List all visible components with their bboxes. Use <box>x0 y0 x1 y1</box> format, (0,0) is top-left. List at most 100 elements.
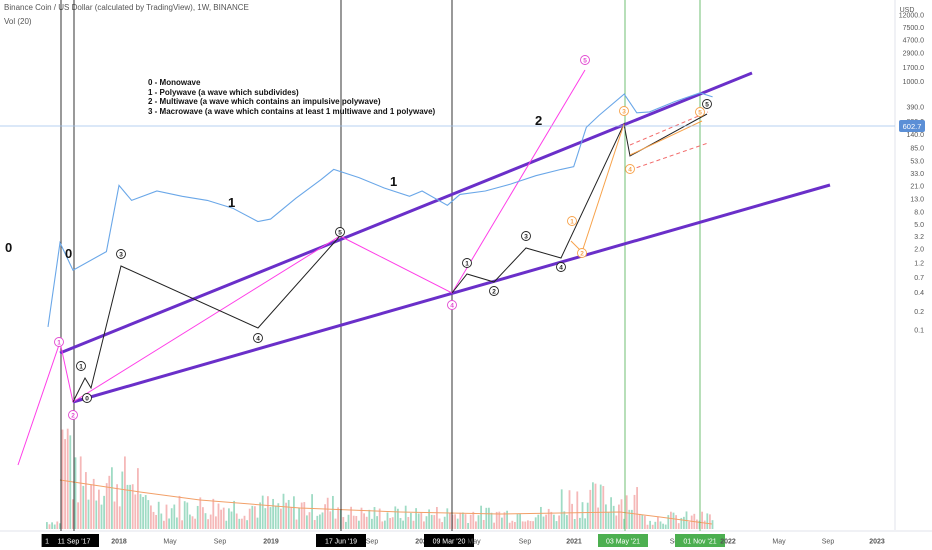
wave-marker: 4 <box>253 333 263 343</box>
volume-bar <box>272 498 274 529</box>
volume-bar <box>623 518 625 529</box>
svg-text:1: 1 <box>57 340 61 347</box>
volume-bar <box>615 515 618 529</box>
volume-bar <box>48 524 51 529</box>
wave-marker: 5 <box>702 99 712 109</box>
volume-bar <box>451 514 454 529</box>
volume-bar <box>555 521 558 529</box>
volume-bar <box>636 487 638 529</box>
wave-marker: 3 <box>521 231 531 241</box>
price-axis-tick-label: 8.0 <box>914 209 924 216</box>
volume-bar <box>342 517 345 529</box>
volume-bar <box>381 521 384 529</box>
time-axis-marker-label: 09 Mar '20 <box>433 539 466 546</box>
time-axis-marker-label: 17 Jun '19 <box>325 539 357 546</box>
volume-bar <box>514 521 516 529</box>
volume-bar <box>345 521 347 529</box>
volume-bar <box>631 509 633 529</box>
price-axis-tick-label: 1700.0 <box>903 65 925 72</box>
volume-bar <box>376 516 378 529</box>
volume-bar <box>407 516 410 529</box>
volume-bar <box>118 506 121 529</box>
time-axis-tick-label: May <box>163 539 177 546</box>
wave-degree-label-e: 2 <box>535 113 543 128</box>
volume-bar <box>51 522 53 529</box>
volume-bar <box>597 507 599 529</box>
volume-bar <box>480 505 482 529</box>
price-axis-tick-label: 0.4 <box>914 290 924 297</box>
volume-bar <box>363 513 365 529</box>
volume-bar <box>173 504 176 529</box>
volume-bar <box>527 520 529 529</box>
volume-bar <box>215 516 217 529</box>
volume-bar <box>347 514 350 529</box>
volume-bar <box>646 524 649 529</box>
price-axis-tick-label: 53.0 <box>910 158 924 165</box>
volume-bar <box>571 503 573 529</box>
wave-marker: 4 <box>447 300 457 310</box>
volume-bar <box>56 521 59 529</box>
volume-bar <box>670 511 672 529</box>
volume-bar <box>563 511 566 529</box>
volume-bar <box>553 514 555 529</box>
price-axis-tick-label: 7500.0 <box>903 25 925 32</box>
wedge-lower-dashed <box>629 142 709 171</box>
volume-bar <box>690 515 693 529</box>
wave-degree-label-d: 1 <box>390 174 398 189</box>
volume-bar <box>126 484 129 529</box>
volume-bar <box>472 511 475 529</box>
volume-moving-average <box>59 479 713 525</box>
volume-bar <box>324 504 326 529</box>
price-axis-tick-label: 12000.0 <box>899 12 924 19</box>
volume-bar <box>170 508 173 529</box>
time-axis-tick-label: 2018 <box>111 539 127 546</box>
chart-title: Binance Coin / US Dollar (calculated by … <box>4 3 249 12</box>
volume-bar <box>108 475 111 529</box>
volume-bar <box>202 507 204 529</box>
volume-bar <box>165 504 168 529</box>
time-axis-marker-box <box>424 534 474 547</box>
wave-degree-label-a: 0 <box>5 240 13 255</box>
projection-line-magenta <box>17 69 586 466</box>
volume-bar <box>207 519 209 529</box>
volume-bar <box>189 514 191 529</box>
volume-indicator-label: Vol (20) <box>4 17 32 26</box>
svg-text:3: 3 <box>119 252 123 259</box>
svg-text:4: 4 <box>559 265 563 272</box>
price-axis-unit: USD <box>900 7 915 14</box>
price-axis-tick-label: 2.0 <box>914 247 924 254</box>
volume-bar <box>558 515 560 529</box>
volume-bar <box>235 513 238 529</box>
wave-degree-label-c: 1 <box>228 195 236 210</box>
volume-bar <box>683 516 685 529</box>
volume-bar <box>134 494 137 529</box>
volume-bar <box>225 520 228 529</box>
volume-bar <box>46 522 48 529</box>
volume-bar <box>212 498 215 529</box>
volume-bar <box>373 507 376 529</box>
volume-bar <box>521 521 524 529</box>
time-axis-tick-label: 2020 <box>415 539 431 546</box>
volume-bar <box>698 520 701 529</box>
price-series-line <box>47 92 713 327</box>
volume-bar <box>69 435 72 529</box>
volume-bar <box>280 508 282 529</box>
volume-bar <box>417 513 420 529</box>
wave-marker: 1 <box>76 361 86 371</box>
volume-bar <box>449 513 451 529</box>
volume-bar <box>360 507 363 529</box>
time-axis-tick-label: Sep <box>822 539 835 546</box>
volume-bar <box>124 456 126 529</box>
time-axis-tick-label: 2019 <box>263 539 279 546</box>
volume-bar <box>308 512 311 529</box>
volume-bar <box>157 501 160 529</box>
volume-bar <box>168 518 170 529</box>
volume-bar <box>147 500 150 529</box>
volume-bar <box>709 514 711 529</box>
volume-bar <box>350 506 352 529</box>
volume-bar <box>230 511 233 529</box>
volume-bar <box>103 495 105 529</box>
volume-bar <box>66 428 69 529</box>
volume-bar <box>131 484 134 529</box>
